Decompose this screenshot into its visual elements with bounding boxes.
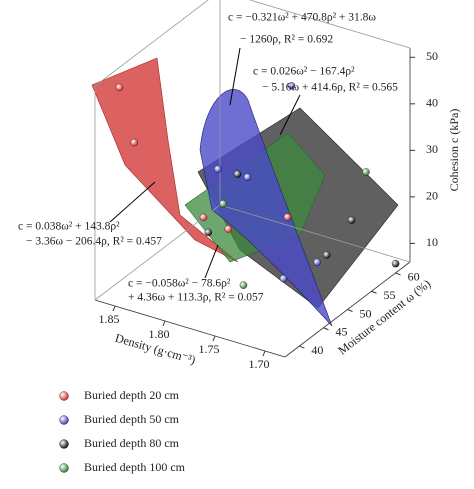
point	[313, 258, 321, 267]
annotation: − 3.36ω − 206.4ρ, R² = 0.457	[26, 236, 162, 248]
x-tick	[212, 335, 216, 342]
legend-label: Buried depth 100 cm	[84, 460, 186, 474]
arrow	[204, 244, 219, 279]
z-tick-label: 40	[426, 96, 438, 110]
y-tick-label: 50	[360, 306, 372, 320]
legend-label: Buried depth 20 cm	[84, 388, 180, 402]
annotation: + 4.36ω + 113.3ρ, R² = 0.057	[128, 292, 264, 304]
legend: Buried depth 20 cm Buried depth 50 cm Buri…	[59, 388, 186, 474]
x-tick	[112, 305, 116, 312]
annotation: c = 0.026ω² − 167.4ρ²	[253, 66, 355, 78]
annotation: c = −0.321ω² + 470.8ρ² + 31.8ω	[228, 12, 376, 24]
points	[115, 82, 400, 289]
annotation-arrows	[109, 47, 301, 279]
x-tick-label: 1.85	[99, 312, 120, 326]
y-tick	[395, 272, 401, 276]
point	[283, 213, 292, 221]
point	[362, 168, 370, 176]
point	[279, 274, 288, 283]
point	[243, 173, 252, 181]
legend-marker	[59, 415, 69, 425]
y-tick-label: 40	[311, 343, 323, 357]
x-tick	[262, 350, 266, 357]
point	[199, 213, 208, 222]
arrow	[279, 94, 301, 136]
point	[130, 138, 138, 147]
y-tick	[371, 290, 377, 294]
surface-50cm	[199, 89, 333, 327]
box-edge	[248, 0, 411, 49]
arrow	[229, 47, 241, 106]
annotation: − 1260ρ, R² = 0.692	[240, 34, 333, 46]
surfaces	[91, 57, 399, 327]
legend-label: Buried depth 50 cm	[84, 412, 180, 426]
box-edge	[94, 0, 209, 87]
annotation: − 5.16ω + 414.6ρ, R² = 0.565	[262, 82, 398, 94]
point	[287, 82, 296, 90]
z-tick-label: 50	[426, 49, 438, 63]
surface-20cm	[91, 57, 239, 263]
x-tick	[162, 320, 166, 327]
legend-marker	[59, 391, 69, 401]
point	[115, 83, 124, 92]
arrow	[109, 181, 156, 223]
point	[204, 228, 213, 237]
y-tick	[347, 309, 353, 312]
point	[347, 216, 356, 224]
annotation: c = 0.038ω² + 143.8ρ²	[18, 221, 120, 233]
x-tick-label: 1.80	[149, 327, 170, 341]
x-tick-label: 1.70	[249, 357, 270, 371]
point	[322, 251, 331, 259]
z-tick-label: 20	[426, 189, 438, 203]
legend-marker	[59, 439, 69, 449]
z-axis-title: Cohesion c (kPa)	[447, 109, 461, 192]
legend-marker	[59, 463, 69, 473]
y-tick	[323, 327, 329, 331]
point	[239, 281, 248, 289]
point	[224, 225, 233, 233]
y-tick-label: 55	[384, 288, 396, 302]
point	[219, 199, 227, 208]
z-tick-label: 10	[426, 235, 438, 249]
legend-label: Buried depth 80 cm	[84, 436, 180, 450]
box-edge	[94, 204, 221, 301]
y-tick-label: 45	[335, 325, 347, 339]
box-edge	[219, 204, 411, 263]
z-tick-label: 30	[426, 142, 438, 156]
annotation: c = −0.058ω² − 78.6ρ²	[128, 278, 231, 290]
x-tick-label: 1.75	[199, 342, 220, 356]
point	[233, 170, 242, 178]
point	[214, 165, 222, 173]
y-tick	[299, 345, 305, 349]
point	[391, 259, 400, 268]
box-edge	[94, 299, 286, 358]
y-tick-label: 60	[408, 270, 420, 284]
